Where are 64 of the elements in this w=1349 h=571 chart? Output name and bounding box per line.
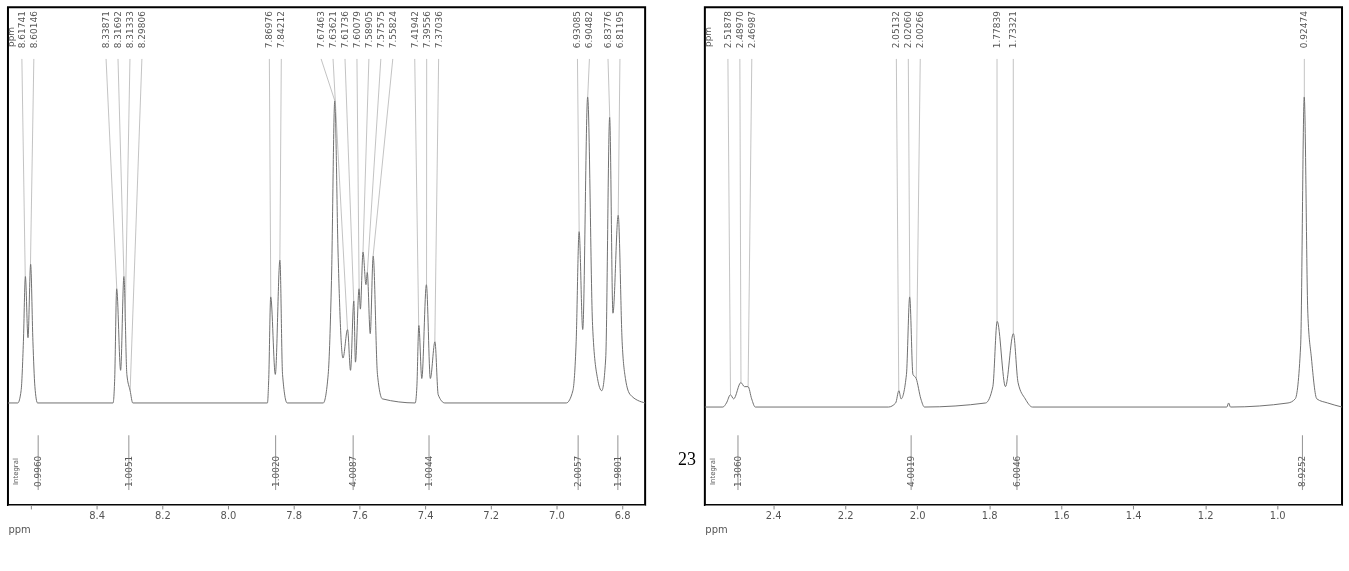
x-tick-label: 2.4 bbox=[765, 510, 782, 522]
x-tick-label: 8.4 bbox=[89, 510, 106, 522]
x-tick-label: 1.0 bbox=[1269, 510, 1286, 522]
annotation: 2.46987 bbox=[746, 11, 757, 49]
x-tick-label: 1.4 bbox=[1125, 510, 1142, 522]
annotation: 8.33871 bbox=[101, 11, 112, 49]
text: ppm bbox=[5, 26, 16, 47]
annotation: 2.0057 bbox=[573, 455, 584, 488]
x-tick-label: 1.6 bbox=[1053, 510, 1070, 522]
x-tick-label: 1.2 bbox=[1197, 510, 1214, 522]
annotation: 7.39556 bbox=[421, 10, 432, 49]
x-axis-title: ppm bbox=[8, 524, 31, 536]
annotation: 0.9960 bbox=[33, 455, 44, 488]
annotation: 8.60146 bbox=[28, 10, 39, 49]
x-tick-label: 7.4 bbox=[417, 510, 434, 522]
annotation: 7.57575 bbox=[375, 11, 386, 49]
annotation: 0.92474 bbox=[1299, 10, 1310, 49]
x-tick-label: 7.2 bbox=[483, 510, 500, 522]
annotation: 8.29806 bbox=[136, 10, 147, 49]
x-tick-label: 1.8 bbox=[981, 510, 998, 522]
annotation: 6.93085 bbox=[572, 11, 583, 49]
x-tick-label: 6.8 bbox=[614, 510, 631, 522]
annotation: 2.51878 bbox=[722, 10, 733, 49]
annotation: 7.67463 bbox=[316, 11, 327, 49]
annotation: 8.9252 bbox=[1297, 455, 1308, 488]
annotation: 7.61736 bbox=[339, 10, 350, 49]
annotation: 7.84212 bbox=[276, 11, 287, 49]
annotation: 2.05132 bbox=[891, 11, 902, 49]
annotation: 7.63621 bbox=[328, 11, 339, 49]
text: ppm bbox=[702, 26, 713, 47]
annotation: 1.77839 bbox=[992, 10, 1003, 49]
annotation: 1.73321 bbox=[1008, 11, 1019, 49]
annotation: 8.31333 bbox=[124, 11, 135, 49]
annotation: 4.0019 bbox=[906, 455, 917, 488]
annotation: 4.0087 bbox=[348, 455, 359, 488]
annotation: 8.31692 bbox=[113, 11, 123, 49]
annotation: 1.9801 bbox=[612, 455, 623, 488]
x-tick-label: 7.8 bbox=[286, 510, 303, 522]
annotation: 7.58905 bbox=[363, 11, 374, 49]
annotation: 2.48970 bbox=[734, 10, 745, 49]
x-tick-label: 7.6 bbox=[351, 510, 368, 522]
annotation: 6.0046 bbox=[1011, 455, 1022, 488]
annotation: 1.3060 bbox=[732, 455, 743, 488]
x-axis-title: ppm bbox=[705, 524, 728, 536]
annotation: 6.83776 bbox=[602, 10, 613, 49]
x-tick-label: 7.0 bbox=[549, 510, 565, 522]
annotation: 2.00266 bbox=[915, 10, 926, 49]
annotation: 7.41942 bbox=[409, 11, 420, 49]
annotation: 1.0051 bbox=[123, 455, 134, 488]
x-tick-label: 8.2 bbox=[154, 510, 171, 522]
annotation: 7.86976 bbox=[264, 10, 275, 49]
x-tick-label: 8.0 bbox=[220, 510, 237, 522]
x-tick-label: 2.0 bbox=[909, 510, 926, 522]
annotation: 7.60079 bbox=[351, 10, 362, 49]
annotation: 2.02060 bbox=[903, 10, 914, 49]
annotation: 7.55824 bbox=[387, 10, 398, 49]
x-tick-label: 2.2 bbox=[837, 510, 854, 522]
annotation: 6.81195 bbox=[614, 11, 625, 49]
text: 23 bbox=[677, 449, 696, 470]
annotation: 1.0020 bbox=[270, 455, 281, 488]
annotation: 1.0044 bbox=[424, 455, 435, 488]
annotation: 8.61741 bbox=[16, 11, 27, 49]
annotation: 6.90482 bbox=[584, 11, 595, 49]
annotation: 7.37036 bbox=[433, 10, 444, 49]
